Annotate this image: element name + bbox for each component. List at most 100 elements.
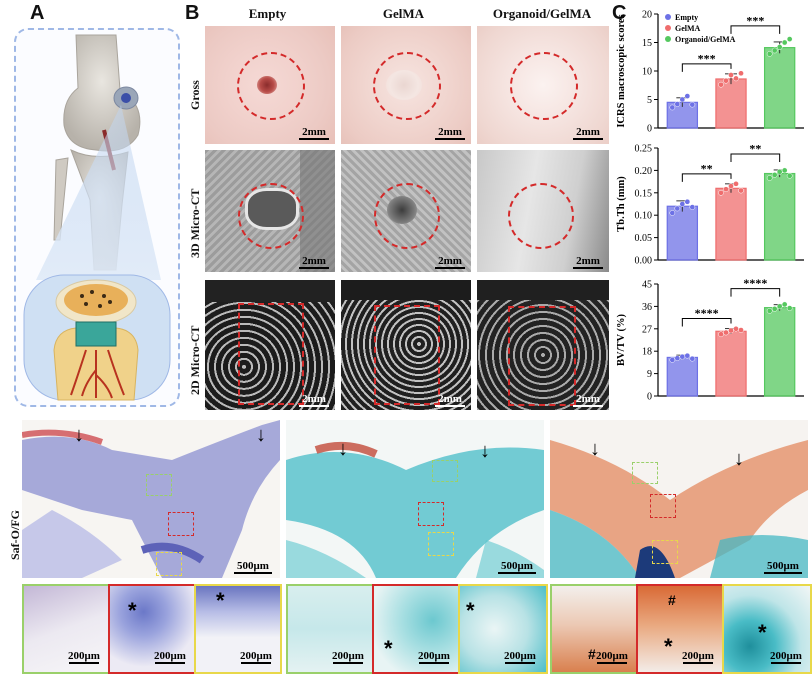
y-tick-label: 9 <box>647 369 652 380</box>
star-marker: * <box>466 598 475 623</box>
data-point <box>786 172 793 179</box>
panel-label-b: B <box>185 2 200 24</box>
arrow-down-icon: ↓ <box>256 424 266 446</box>
column-header-empty: Empty <box>248 6 287 21</box>
data-point <box>728 327 734 334</box>
legend-marker <box>665 25 671 31</box>
roi-box-yellow <box>428 532 454 556</box>
significance-bracket <box>730 25 781 34</box>
data-point <box>684 198 691 205</box>
data-point <box>723 329 729 336</box>
y-axis-label: ICRS macroscopic scores <box>616 14 627 127</box>
data-point <box>674 101 681 107</box>
scalebar-200um: 200μm <box>504 650 536 664</box>
legend-marker <box>665 14 671 20</box>
star-marker: * <box>128 598 137 623</box>
y-tick-label: 20 <box>642 10 652 21</box>
legend-label: GelMA <box>675 24 701 33</box>
roi-rectangle <box>508 306 576 406</box>
defect-circle <box>373 52 441 120</box>
zoom-thumb-yellow <box>458 584 548 674</box>
data-point <box>771 306 778 312</box>
data-point <box>669 210 676 216</box>
data-point <box>766 175 773 181</box>
scalebar-500um: 500μm <box>496 560 538 574</box>
legend-marker <box>665 36 671 42</box>
panel-label-a: A <box>30 2 45 24</box>
data-point <box>669 104 676 111</box>
panel-label-c: C <box>612 2 627 24</box>
y-tick-label: 0.25 <box>635 144 653 155</box>
defect-circle <box>237 52 305 120</box>
y-tick-label: 0 <box>647 392 652 403</box>
data-point <box>728 183 734 189</box>
y-tick-label: 36 <box>642 302 652 313</box>
data-point <box>733 180 739 187</box>
y-tick-label: 27 <box>642 324 652 335</box>
data-point <box>781 167 788 174</box>
significance-bracket <box>681 173 732 182</box>
data-point <box>766 51 773 57</box>
data-point <box>679 201 686 207</box>
roi-box-green <box>146 474 172 496</box>
y-tick-label: 18 <box>642 347 652 358</box>
data-point <box>733 325 739 332</box>
bar-organoid-gelma <box>763 47 796 129</box>
y-tick-label: 0.05 <box>635 233 653 244</box>
data-point <box>771 47 778 54</box>
arrow-down-icon: ↓ <box>480 440 490 462</box>
chart-tb-th: 0.00 0.05 0.10 0.15 0.20 0.25 Tb.Th (mm) ** ** <box>616 141 804 267</box>
data-point <box>786 305 793 311</box>
arrow-down-icon: ↓ <box>74 424 84 446</box>
star-marker: * <box>664 634 673 659</box>
histology-image-gelma <box>286 420 544 578</box>
defect-circle <box>238 183 304 249</box>
data-point <box>776 168 783 175</box>
data-point <box>728 72 734 78</box>
data-point <box>679 96 686 103</box>
y-tick-label: 0.20 <box>635 166 653 177</box>
data-point <box>684 93 691 99</box>
scalebar-2mm: 2mm <box>297 126 331 140</box>
data-point <box>679 353 686 360</box>
scalebar-2mm: 2mm <box>297 393 331 407</box>
defect-circle <box>510 52 578 120</box>
data-point <box>689 101 696 108</box>
bar-empty <box>666 356 699 397</box>
data-point <box>718 189 724 196</box>
row-label-gross: Gross <box>188 80 202 110</box>
scalebar-2mm: 2mm <box>297 255 331 269</box>
scalebar-2mm: 2mm <box>433 255 467 269</box>
hash-marker: # <box>668 592 676 608</box>
data-point <box>776 303 783 310</box>
zoom-thumb-yellow <box>722 584 812 674</box>
roi-rectangle <box>374 305 440 405</box>
scalebar-200um: 200μm <box>68 650 100 664</box>
chart-bv-tv: 0 9 18 27 36 45 BV/TV (%) **** **** <box>616 276 804 403</box>
data-point <box>781 301 788 308</box>
data-point <box>689 204 696 210</box>
ct2d-image-organoid <box>477 280 609 410</box>
significance-label: *** <box>746 13 764 27</box>
bar-gelma <box>715 187 747 261</box>
scalebar-2mm: 2mm <box>571 255 605 269</box>
histology-image-empty <box>22 420 280 578</box>
knee-illustration <box>14 28 180 407</box>
data-point <box>723 77 729 84</box>
data-point <box>689 355 696 362</box>
roi-rectangle <box>238 303 304 405</box>
y-tick-label: 0.10 <box>635 211 653 222</box>
y-tick-label: 45 <box>642 280 652 291</box>
roi-box-green <box>632 462 658 484</box>
hash-marker: # <box>588 646 596 662</box>
scalebar-200um: 200μm <box>596 650 628 664</box>
scalebar-2mm: 2mm <box>571 393 605 407</box>
row-label-2d-microct: 2D Micro-CT <box>188 325 202 395</box>
roi-box-yellow <box>652 540 678 564</box>
roi-box-red <box>168 512 194 536</box>
row-label-3d-microct: 3D Micro-CT <box>188 188 202 258</box>
star-marker: * <box>758 620 767 645</box>
roi-box-red <box>650 494 676 518</box>
arrow-down-icon: ↓ <box>734 448 744 470</box>
significance-bracket <box>681 63 732 72</box>
